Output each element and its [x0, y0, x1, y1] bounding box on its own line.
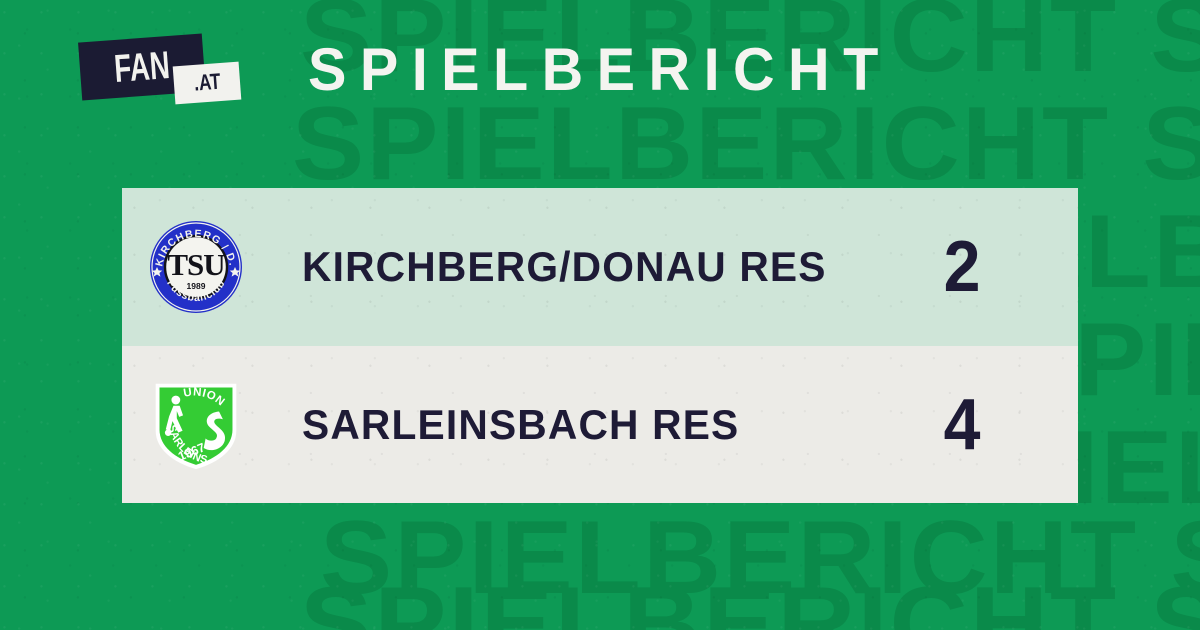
at-logo-plate: .AT	[172, 61, 242, 105]
watermark-row: SPIELBERICHT SPIELBERICHT SPIELBERICHT S…	[300, 566, 1200, 630]
svg-text:TSU: TSU	[167, 247, 225, 282]
header: FAN .AT SPIELBERICHT	[0, 0, 1200, 150]
table-row: UNION SARLEINSBACH 1967 SARLEINSBACH RES…	[122, 346, 1078, 503]
home-team-score: 2	[943, 227, 981, 307]
watermark-row: SPIELBERICHT SPIELBERICHT SPIELBERICHT S…	[320, 500, 1200, 616]
away-team-name: SARLEINSBACH RES	[302, 400, 740, 448]
tsu-kirchberg-donau-crest: KIRCHBERG / D. Fussballclub TSU 1989	[144, 215, 248, 319]
at-logo-text: .AT	[192, 69, 222, 96]
fan-at-logo[interactable]: FAN .AT	[78, 33, 242, 105]
union-sarleinsbach-crest: UNION SARLEINSBACH 1967	[144, 373, 248, 477]
home-team-name: KIRCHBERG/DONAU RES	[302, 243, 827, 290]
page-title: SPIELBERICHT	[308, 36, 892, 103]
away-team-score: 4	[943, 384, 981, 465]
fan-logo-text: FAN	[112, 42, 172, 91]
svg-text:1989: 1989	[187, 281, 206, 291]
match-scorecard: KIRCHBERG / D. Fussballclub TSU 1989 KIR…	[122, 188, 1078, 503]
table-row: KIRCHBERG / D. Fussballclub TSU 1989 KIR…	[122, 188, 1078, 346]
